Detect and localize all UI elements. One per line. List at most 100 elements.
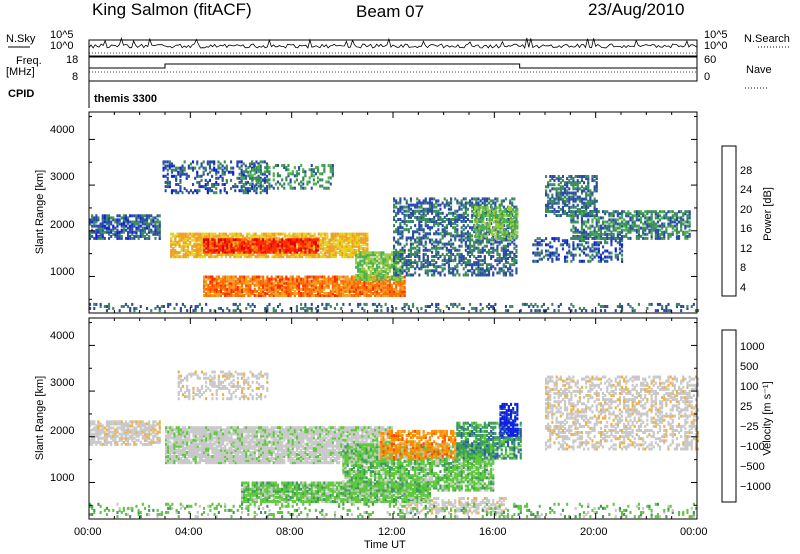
data-cell: [219, 162, 222, 166]
data-cell: [266, 279, 269, 283]
data-cell: [502, 273, 505, 277]
data-cell: [175, 191, 178, 195]
data-cell: [306, 289, 309, 293]
data-cell: [496, 263, 499, 267]
data-cell: [235, 236, 238, 240]
data-cell: [181, 172, 184, 176]
data-cell: [283, 186, 286, 190]
data-cell: [300, 240, 303, 244]
data-cell: [407, 207, 410, 211]
data-cell: [583, 205, 586, 209]
data-cell: [420, 267, 423, 271]
data-cell: [336, 244, 339, 248]
data-cell: [174, 249, 177, 252]
data-cell: [477, 248, 480, 252]
data-cell: [317, 255, 320, 259]
data-cell: [338, 275, 341, 279]
data-cell: [481, 248, 484, 252]
data-cell: [301, 255, 304, 259]
data-cell: [347, 242, 350, 246]
data-cell: [173, 189, 176, 193]
data-cell: [300, 294, 303, 297]
data-cell: [363, 261, 366, 265]
data-cell: [380, 257, 383, 261]
data-cell: [243, 279, 246, 283]
data-cell: [323, 168, 326, 172]
data-cell: [492, 201, 495, 205]
data-cell: [103, 226, 106, 230]
data-cell: [308, 275, 311, 279]
data-cell: [439, 218, 442, 221]
data-cell: [514, 226, 517, 230]
data-cell: [216, 236, 219, 240]
data-cell: [490, 246, 493, 250]
data-cell: [285, 287, 288, 291]
data-cell: [386, 255, 389, 259]
data-cell: [260, 279, 263, 283]
data-cell: [488, 201, 491, 205]
data-cell: [122, 220, 125, 224]
data-cell: [317, 292, 320, 295]
data-cell: [452, 267, 455, 271]
data-cell: [284, 238, 287, 242]
data-cell: [618, 230, 622, 234]
data-cell: [511, 203, 514, 207]
data-cell: [207, 289, 210, 293]
data-cell: [435, 213, 438, 217]
data-cell: [629, 218, 632, 222]
data-cell: [578, 187, 581, 191]
data-cell: [310, 292, 313, 295]
data-cell: [422, 215, 425, 219]
data-cell: [456, 209, 459, 213]
data-cell: [443, 203, 446, 207]
data-cell: [240, 168, 243, 172]
data-cell: [471, 213, 474, 217]
data-cell: [490, 257, 493, 260]
data-cell: [241, 242, 244, 246]
data-cell: [345, 232, 348, 236]
data-cell: [482, 232, 485, 236]
data-cell: [572, 179, 575, 183]
data-cell: [224, 240, 227, 244]
data-cell: [95, 224, 98, 228]
data-cell: [178, 238, 181, 242]
data-cell: [239, 255, 242, 259]
data-cell: [217, 248, 220, 252]
data-cell: [621, 214, 624, 218]
data-cell: [355, 253, 358, 257]
data-cell: [291, 283, 294, 287]
data-cell: [251, 242, 254, 246]
data-cell: [625, 212, 628, 216]
data-cell: [352, 279, 356, 283]
data-cell: [591, 179, 594, 183]
data-cell: [274, 244, 277, 248]
data-cell: [257, 168, 261, 172]
data-cell: [243, 277, 246, 281]
data-cell: [347, 249, 350, 252]
data-cell: [476, 232, 479, 236]
data-cell: [266, 289, 269, 293]
data-cell: [578, 195, 581, 199]
data-cell: [407, 259, 410, 263]
data-cell: [203, 236, 206, 240]
data-cell: [255, 191, 258, 195]
data-cell: [246, 240, 249, 244]
data-cell: [363, 281, 366, 285]
data-cell: [593, 175, 596, 178]
data-cell: [513, 242, 516, 246]
data-cell: [409, 261, 413, 265]
data-cell: [216, 253, 219, 257]
data-cell: [464, 257, 467, 260]
data-cell: [193, 234, 196, 238]
data-cell: [244, 164, 247, 168]
data-cell: [399, 292, 402, 295]
data-cell: [426, 207, 429, 211]
data-cell: [263, 236, 266, 240]
data-cell: [230, 287, 233, 291]
data-cell: [606, 228, 609, 232]
data-cell: [397, 240, 400, 244]
data-cell: [493, 220, 496, 224]
data-cell: [464, 207, 467, 211]
data-cell: [397, 257, 400, 260]
data-cell: [488, 240, 491, 244]
